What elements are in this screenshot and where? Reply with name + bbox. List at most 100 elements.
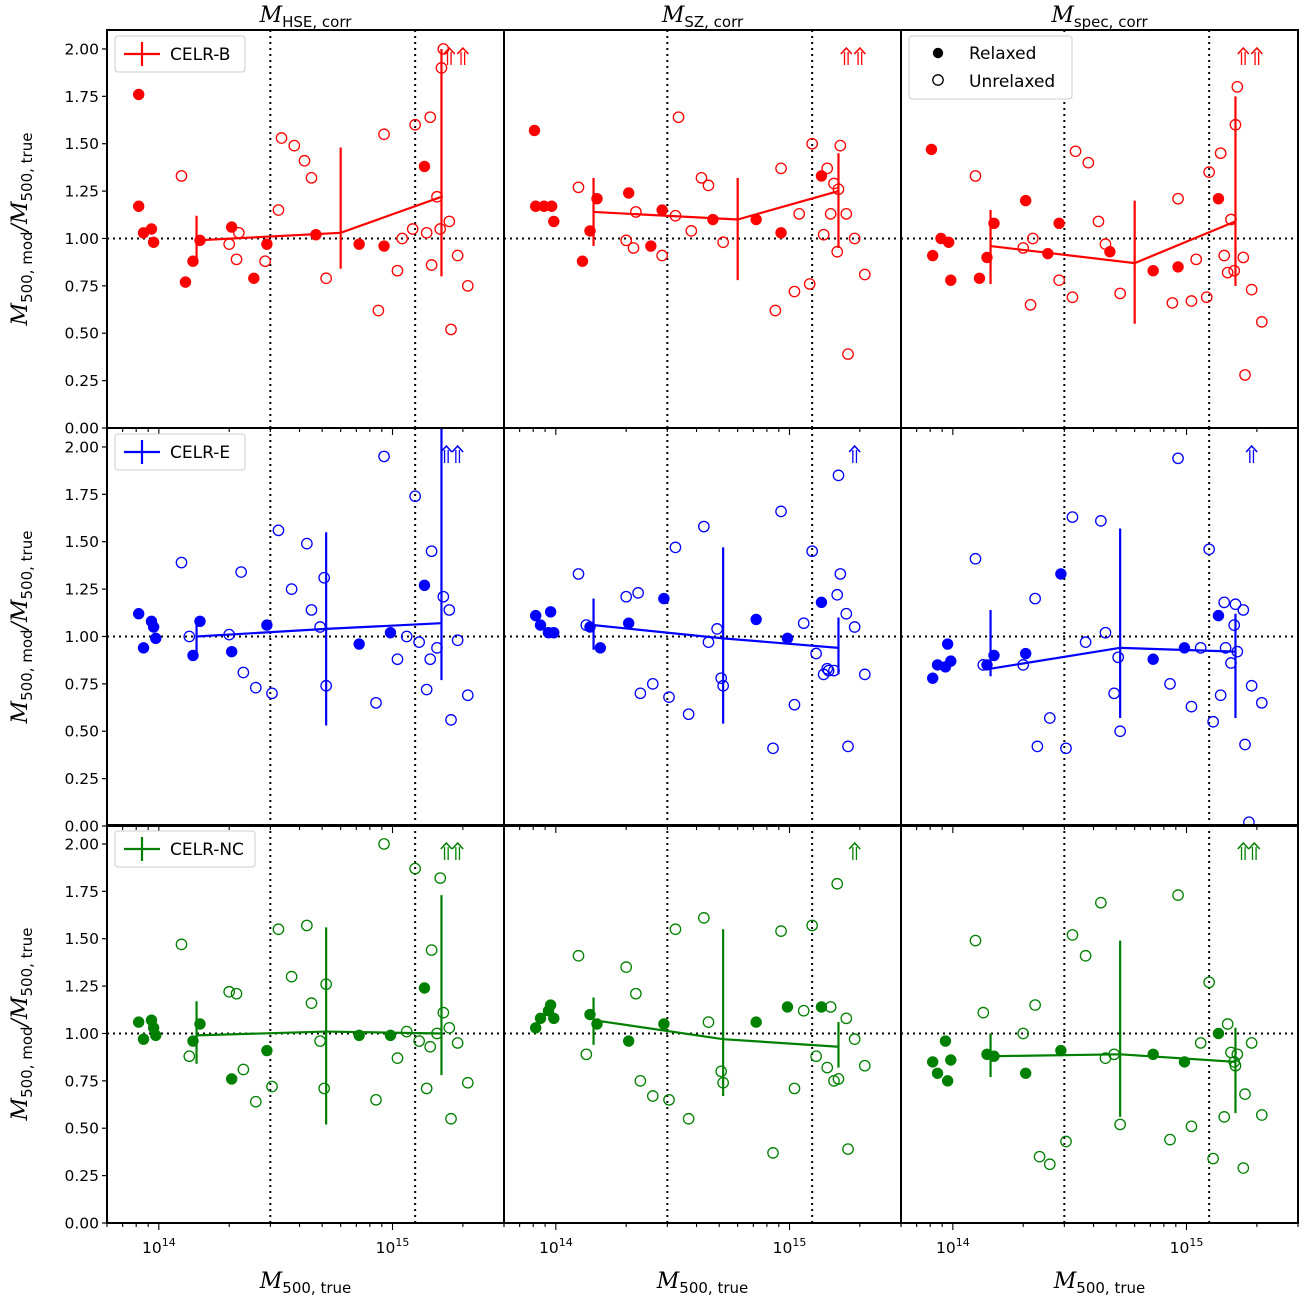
point-unrelaxed [656,249,668,262]
point-relaxed [1212,192,1225,205]
point-unrelaxed [1172,452,1184,465]
point-relaxed [187,255,199,267]
point-relaxed [658,592,670,605]
point-unrelaxed [223,238,236,251]
y-ticks: 0.00 0.25 0.50 0.75 1.00 1.25 1.50 1.75 2.00 [64,835,107,1233]
point-unrelaxed [1228,619,1241,631]
point-unrelaxed [580,1048,593,1061]
point-unrelaxed [1079,636,1092,649]
point-unrelaxed [810,1050,822,1063]
point-unrelaxed [822,664,835,677]
y-tick-label: 0.00 [64,420,99,438]
point-relaxed [194,615,206,628]
point-unrelaxed [314,1035,326,1047]
point-relaxed [530,609,542,622]
x-tick-label: 1015 [773,1236,807,1257]
point-unrelaxed [806,137,819,150]
point-unrelaxed [223,628,236,641]
point-relaxed [707,213,719,226]
point-unrelaxed [717,1076,729,1089]
point-unrelaxed [1229,1059,1242,1072]
point-unrelaxed [409,118,422,131]
point-unrelaxed [1095,896,1107,909]
point-unrelaxed [391,1052,404,1064]
point-unrelaxed [1164,678,1176,690]
point-unrelaxed [259,255,271,268]
point-unrelaxed [1200,291,1213,304]
point-unrelaxed [702,179,715,192]
point-unrelaxed [848,232,861,245]
point-unrelaxed [183,630,196,643]
x-ticks: 1014 1015 [900,1223,1299,1257]
point-relaxed [925,143,938,156]
point-unrelaxed [1166,297,1179,309]
point-relaxed [1019,194,1032,207]
point-unrelaxed [646,678,659,690]
point-unrelaxed [1225,213,1237,226]
offscale-arrow [848,841,861,860]
point-relaxed [622,1035,635,1047]
offscale-arrow [451,444,464,463]
point-unrelaxed [175,938,188,951]
point-relaxed [1055,568,1067,580]
reference-lines [107,30,504,428]
point-unrelaxed [406,223,419,235]
point-unrelaxed [817,228,830,241]
offscale-arrow [451,841,464,860]
point-unrelaxed [1024,298,1037,311]
point-relaxed [815,596,828,609]
point-relaxed [591,192,603,205]
point-relaxed [261,619,273,631]
point-relaxed [622,187,635,199]
y-axis-title: M500, mod/M500, true [8,133,36,327]
point-unrelaxed [370,696,382,709]
point-unrelaxed [769,304,782,317]
point-relaxed [544,606,557,618]
point-relaxed [133,1016,145,1028]
point-unrelaxed [793,207,806,220]
point-unrelaxed [1112,651,1125,664]
point-unrelaxed [230,987,243,1000]
point-unrelaxed [969,170,982,182]
panel-frame [106,427,505,827]
point-unrelaxed [249,681,262,694]
legend-unrelaxed-marker [932,74,944,86]
point-unrelaxed [1017,242,1030,254]
offscale-arrow [853,46,866,65]
point-unrelaxed [1092,215,1105,228]
point-relaxed [310,228,322,241]
y-tick-label: 1.75 [64,883,99,901]
panel-frame [503,29,902,429]
offscale-arrow [1245,444,1258,463]
point-unrelaxed [1237,1162,1250,1174]
point-relaxed [1147,653,1159,665]
point-unrelaxed [797,617,810,630]
point-unrelaxed [672,111,685,124]
point-unrelaxed [249,1095,262,1108]
y-tick-label: 1.25 [64,581,99,599]
point-unrelaxed [810,647,822,660]
point-unrelaxed [266,1080,278,1093]
point-unrelaxed [842,1143,854,1155]
point-relaxed [1019,1067,1032,1079]
point-unrelaxed [663,1093,675,1106]
point-unrelaxed [431,641,443,654]
point-unrelaxed [1079,949,1092,962]
point-relaxed [384,1029,397,1042]
point-relaxed [353,1029,365,1042]
point-unrelaxed [443,604,456,616]
y-tick-label: 1.75 [64,486,99,504]
point-unrelaxed [767,742,779,755]
point-unrelaxed [715,672,728,685]
point-unrelaxed [396,232,409,245]
reference-lines [901,825,1298,1223]
y-tick-label: 2.00 [64,835,99,853]
point-relaxed [378,240,390,252]
point-unrelaxed [832,469,845,482]
point-unrelaxed [1043,712,1056,724]
point-relaxed [187,649,199,662]
point-relaxed [658,1018,670,1030]
point-unrelaxed [1027,232,1039,245]
binned-median-line [196,1030,442,1037]
